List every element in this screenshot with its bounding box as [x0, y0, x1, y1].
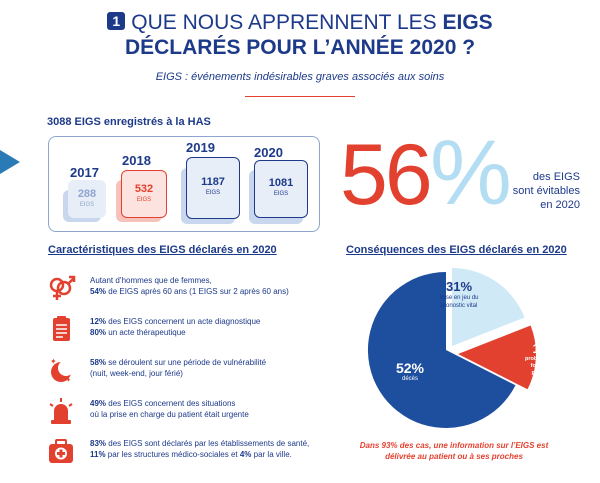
value-2020: 1081: [268, 177, 294, 189]
value-2017: 288: [77, 188, 97, 200]
total-label: 3088 EIGS enregistrés à la HAS: [47, 116, 211, 128]
item-text: 12% des EIGS concernent un acte diagnost…: [90, 316, 340, 338]
item-line: de EIGS après 60 ans (1 EIGS sur 2 après…: [106, 287, 289, 296]
highlight-percent: %: [430, 122, 512, 224]
item-line: Autant d’hommes que de femmes,: [90, 276, 212, 285]
slice-label-deces: 52% décès: [390, 360, 430, 382]
slice-text: mise en jeu du pronostic vital: [439, 295, 479, 309]
item-bold: 80%: [90, 328, 107, 337]
list-item: 12% des EIGS concernent un acte diagnost…: [46, 314, 336, 354]
svg-text:✦: ✦: [50, 357, 57, 366]
unit-2018: EIGS: [136, 197, 152, 203]
characteristics-title: Caractéristiques des EIGS déclarés en 20…: [48, 244, 277, 256]
year-2019: 2019: [186, 140, 215, 155]
highlight-number: 56: [340, 127, 433, 223]
item-bold: 12%: [90, 317, 107, 326]
item-line: (nuit, week-end, jour férié): [90, 369, 183, 378]
page-title: 1 QUE NOUS APPRENNENT LES EIGS DÉCLARÉS P…: [0, 10, 600, 60]
medical-kit-icon: [49, 439, 73, 463]
siren-icon: [49, 398, 73, 424]
item-bold: 58%: [90, 358, 107, 367]
unit-2017: EIGS: [79, 202, 95, 208]
highlight-text: des EIGS sont évitables en 2020: [490, 170, 580, 212]
item-text: 83% des EIGS sont déclarés par les établ…: [90, 438, 340, 460]
svg-text:✦: ✦: [66, 377, 71, 384]
slice-pct: 31%: [445, 279, 473, 294]
title-line1: QUE NOUS APPRENNENT LES: [131, 11, 443, 34]
value-2018: 532: [134, 183, 154, 195]
consequences-title: Conséquences des EIGS déclarés en 2020: [346, 244, 567, 256]
clipboard-icon: [53, 316, 70, 341]
year-2017: 2017: [70, 165, 99, 180]
slice-label-deficit: 17% probable déficit fonctionnel permane…: [518, 341, 573, 377]
year-card-2020: 1081 EIGS: [254, 160, 308, 218]
highlight-line1: des EIGS: [532, 171, 580, 183]
slice-pct: 17%: [532, 341, 559, 356]
year-card-2018: 532 EIGS: [121, 170, 167, 218]
value-2019: 1187: [201, 176, 225, 188]
consequences-note: Dans 93% des cas, une information sur l’…: [359, 441, 549, 461]
item-bold: 54%: [90, 287, 107, 296]
item-text: 49% des EIGS concernent des situations o…: [90, 398, 340, 420]
item-bold: 83%: [90, 439, 107, 448]
list-item: 83% des EIGS sont déclarés par les établ…: [46, 436, 336, 476]
years-box: [48, 136, 320, 232]
pie-slice-pronostic: [452, 268, 525, 346]
subtitle: EIGS : événements indésirables graves as…: [155, 71, 445, 83]
slice-text: probable déficit fonctionnel permanent: [525, 356, 566, 376]
divider: [245, 96, 355, 97]
highlight-line3: en 2020: [540, 199, 580, 211]
item-line: par les structures médico-sociales et: [105, 450, 240, 459]
item-line: des EIGS concernent un acte diagnostique: [106, 317, 261, 326]
pie-slice-deficit: [458, 325, 536, 390]
pie-slice-deces: [367, 271, 516, 428]
section-number: 1: [107, 12, 126, 30]
item-line: par la ville.: [251, 450, 292, 459]
item-text: 58% se déroulent sur une période de vuln…: [90, 357, 340, 379]
unit-2019: EIGS: [205, 190, 221, 196]
year-2018: 2018: [122, 153, 151, 168]
item-line: des EIGS sont déclarés par les établisse…: [106, 439, 310, 448]
item-text: Autant d’hommes que de femmes, 54% de EI…: [90, 275, 340, 297]
item-bold: 11%: [90, 450, 106, 459]
unit-2020: EIGS: [273, 191, 289, 197]
year-2020: 2020: [254, 145, 283, 160]
arrow-icon: [0, 150, 20, 174]
list-item: 49% des EIGS concernent des situations o…: [46, 396, 336, 436]
item-line: se déroulent sur une période de vulnérab…: [106, 358, 267, 367]
item-bold: 4%: [239, 450, 252, 459]
title-line2: DÉCLARÉS POUR L’ANNÉE 2020 ?: [124, 36, 476, 59]
night-icon: ✦ ✦: [50, 357, 74, 384]
item-bold: 49%: [90, 399, 107, 408]
consequences-pie: [367, 268, 536, 428]
highlight-line2: sont évitables: [512, 185, 580, 197]
slice-text: décès: [401, 376, 418, 382]
list-item: ✦ ✦ 58% se déroulent sur une période de …: [46, 355, 336, 395]
year-card-2017: 288 EIGS: [68, 180, 106, 218]
gender-icon: [49, 275, 76, 300]
title-line1-bold: EIGS: [442, 11, 493, 34]
item-line: des EIGS concernent des situations: [106, 399, 236, 408]
year-card-2019: 1187 EIGS: [186, 157, 240, 219]
slice-pct: 52%: [395, 360, 425, 376]
slice-label-pronostic: 31% mise en jeu du pronostic vital: [434, 279, 484, 310]
item-line: un acte thérapeutique: [106, 328, 186, 337]
list-item: Autant d’hommes que de femmes, 54% de EI…: [46, 273, 336, 313]
item-line: où la prise en charge du patient était u…: [90, 410, 249, 419]
